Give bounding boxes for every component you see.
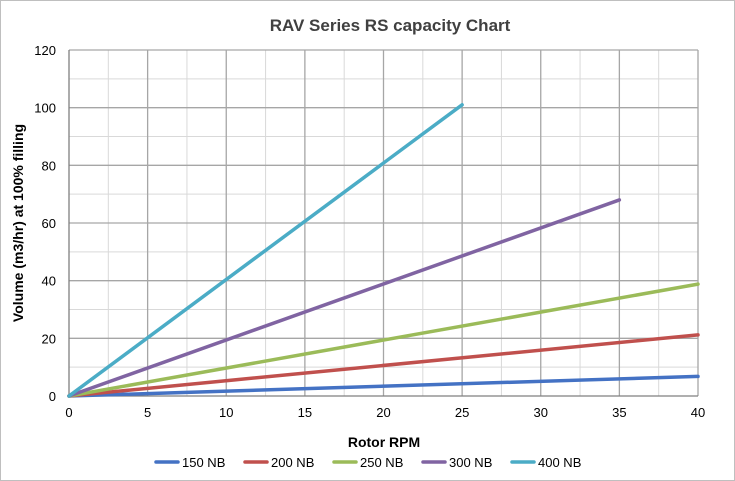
- x-tick-label: 15: [298, 405, 312, 420]
- y-tick-label: 100: [34, 101, 56, 116]
- y-tick-label: 0: [49, 389, 56, 404]
- series-line: [67, 282, 700, 398]
- series-lines: [67, 103, 700, 398]
- axes: [68, 50, 698, 397]
- legend-label: 250 NB: [360, 455, 403, 470]
- x-tick-label: 35: [612, 405, 626, 420]
- x-tick-label: 5: [144, 405, 151, 420]
- y-tick-label: 20: [42, 331, 56, 346]
- legend-label: 150 NB: [182, 455, 225, 470]
- legend-label: 200 NB: [271, 455, 314, 470]
- series-line: [67, 198, 622, 398]
- x-tick-label: 10: [219, 405, 233, 420]
- y-axis-title: Volume (m3/hr) at 100% filling: [10, 124, 26, 322]
- x-tick-label: 25: [455, 405, 469, 420]
- x-tick-label: 40: [691, 405, 705, 420]
- series-line: [67, 103, 464, 398]
- chart-title: RAV Series RS capacity Chart: [270, 16, 511, 35]
- x-tick-label: 30: [534, 405, 548, 420]
- legend: 150 NB 200 NB 250 NB 300 NB 400 NB: [154, 455, 581, 470]
- y-tick-label: 60: [42, 216, 56, 231]
- x-tick-labels: 0 5 10 15 20 25 30 35 40: [65, 405, 705, 420]
- legend-label: 400 NB: [538, 455, 581, 470]
- y-tick-label: 40: [42, 274, 56, 289]
- series-line: [67, 333, 700, 398]
- x-tick-label: 20: [376, 405, 390, 420]
- series-line: [67, 374, 700, 398]
- legend-label: 300 NB: [449, 455, 492, 470]
- y-tick-label: 120: [34, 43, 56, 58]
- y-tick-label: 80: [42, 158, 56, 173]
- y-tick-labels: 0 20 40 60 80 100 120: [34, 43, 56, 404]
- x-axis-title: Rotor RPM: [348, 434, 420, 450]
- x-tick-label: 0: [65, 405, 72, 420]
